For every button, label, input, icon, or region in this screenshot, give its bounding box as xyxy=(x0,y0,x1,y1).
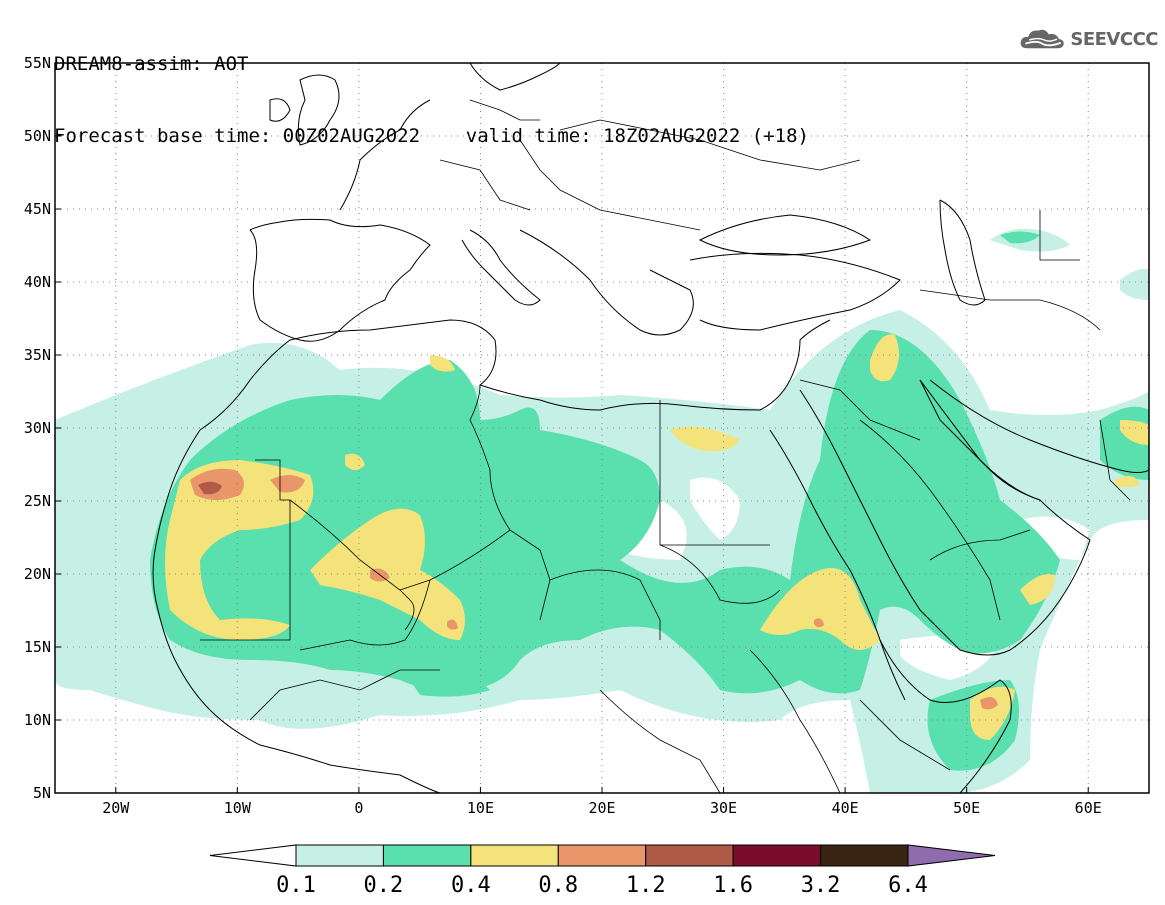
lat-label: 25N xyxy=(24,492,51,510)
colorbar-box xyxy=(295,844,384,867)
lon-label: 20W xyxy=(102,799,130,817)
lon-label: 20E xyxy=(588,799,615,817)
lon-label: 40E xyxy=(832,799,859,817)
map-gridlines xyxy=(55,63,1149,793)
colorbar-box xyxy=(557,844,647,867)
lat-label: 15N xyxy=(24,638,51,656)
aot-shading xyxy=(55,228,1149,793)
colorbar-label: 3.2 xyxy=(801,873,841,898)
lon-label: 10E xyxy=(467,799,494,817)
colorbar-box xyxy=(382,844,472,867)
aot-level-1.2 xyxy=(198,481,222,495)
lon-label: 60E xyxy=(1075,799,1102,817)
product-title: DREAM8-assim: AOT xyxy=(54,53,249,75)
colorbar-right-arrow xyxy=(907,844,996,867)
coastlines xyxy=(152,63,1149,793)
lon-label: 30E xyxy=(710,799,737,817)
lat-label: 10N xyxy=(24,711,51,729)
colorbar-box xyxy=(645,844,734,867)
colorbar-label: 0.4 xyxy=(451,873,491,898)
colorbar-label: 6.4 xyxy=(888,873,928,898)
lat-label: 35N xyxy=(24,346,51,364)
colorbar-label: 1.2 xyxy=(626,873,666,898)
colorbar-box xyxy=(732,844,822,867)
longitude-labels: 20W 10W 0 10E 20E 30E 40E 50E 60E xyxy=(102,799,1102,817)
colorbar-box xyxy=(820,844,909,867)
axis-ticks xyxy=(55,62,1089,794)
lat-label: 55N xyxy=(24,54,51,72)
lon-label: 10W xyxy=(224,799,252,817)
colorbar-label: 0.1 xyxy=(276,873,316,898)
colorbar-box xyxy=(470,844,559,867)
colorbar-label: 0.2 xyxy=(364,873,404,898)
colorbar-label: 1.6 xyxy=(713,873,753,898)
lat-label: 45N xyxy=(24,200,51,218)
aot-level-0.4 xyxy=(165,334,1149,740)
country-borders xyxy=(200,99,1131,793)
lat-label: 50N xyxy=(24,127,51,145)
lon-label: 50E xyxy=(953,799,980,817)
lat-label: 5N xyxy=(33,784,51,802)
lat-label: 40N xyxy=(24,273,51,291)
logo-text: SEEVCCC xyxy=(1070,28,1158,50)
colorbar-label: 0.8 xyxy=(538,873,578,898)
lon-label: 0 xyxy=(354,799,363,817)
latitude-labels: 55N 50N 45N 40N 35N 30N 25N 20N 15N 10N 5N xyxy=(24,54,51,802)
cloud-icon xyxy=(1020,29,1064,49)
aot-colorbar: 0.1 0.2 0.4 0.8 1.2 1.6 3.2 6.4 xyxy=(209,844,996,898)
seevccc-logo: SEEVCCC xyxy=(1018,24,1158,54)
lat-label: 30N xyxy=(24,419,51,437)
colorbar-left-arrow xyxy=(209,844,297,867)
lat-label: 20N xyxy=(24,565,51,583)
